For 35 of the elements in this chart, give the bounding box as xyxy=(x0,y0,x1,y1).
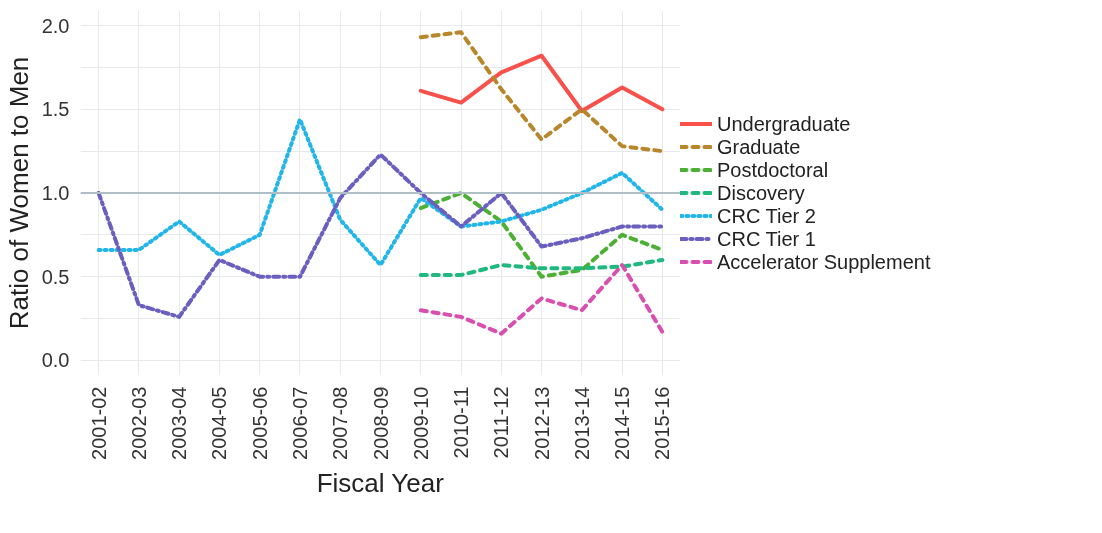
x-tick-label: 2013-14 xyxy=(570,386,593,460)
x-tick-label: 2014-15 xyxy=(611,386,634,460)
x-tick-label: 2002-03 xyxy=(127,386,150,460)
legend-label: Undergraduate xyxy=(717,112,851,135)
x-tick-label: 2009-10 xyxy=(409,386,432,460)
x-tick-label: 2007-08 xyxy=(329,386,352,460)
x-tick-label: 2003-04 xyxy=(168,386,191,460)
x-tick-label: 2012-13 xyxy=(530,386,553,460)
line-series xyxy=(418,263,665,336)
legend-label: Discovery xyxy=(717,181,805,204)
x-tick-label: 2008-09 xyxy=(369,386,392,460)
x-tick-label: 2015-16 xyxy=(651,386,674,460)
x-tick-label: 2010-11 xyxy=(450,386,473,459)
line-series xyxy=(418,53,665,113)
y-tick-label: 1.5 xyxy=(41,98,70,121)
y-tick-label: 0.5 xyxy=(41,265,70,288)
x-tick-label: 2001-02 xyxy=(87,386,110,460)
x-tick-label: 2005-06 xyxy=(248,386,271,460)
y-tick-label: 0.0 xyxy=(41,349,70,372)
line-series xyxy=(418,257,665,278)
x-axis-title: Fiscal Year xyxy=(316,467,445,498)
y-tick-label: 2.0 xyxy=(41,14,70,37)
y-axis-title: Ratio of Women to Men xyxy=(3,56,34,330)
legend-label: CRC Tier 2 xyxy=(717,204,816,227)
line-series xyxy=(418,30,665,154)
legend-label: Postdoctoral xyxy=(717,158,829,181)
y-tick-label: 1.0 xyxy=(41,182,70,204)
line-series xyxy=(96,117,665,267)
x-tick-label: 2006-07 xyxy=(288,386,311,460)
x-tick-label: 2004-05 xyxy=(208,386,231,460)
legend-label: Accelerator Supplement xyxy=(717,250,931,273)
legend-label: CRC Tier 1 xyxy=(717,227,816,250)
line-series xyxy=(96,152,665,319)
legend-label: Graduate xyxy=(717,135,801,158)
x-tick-label: 2011-12 xyxy=(490,386,513,459)
